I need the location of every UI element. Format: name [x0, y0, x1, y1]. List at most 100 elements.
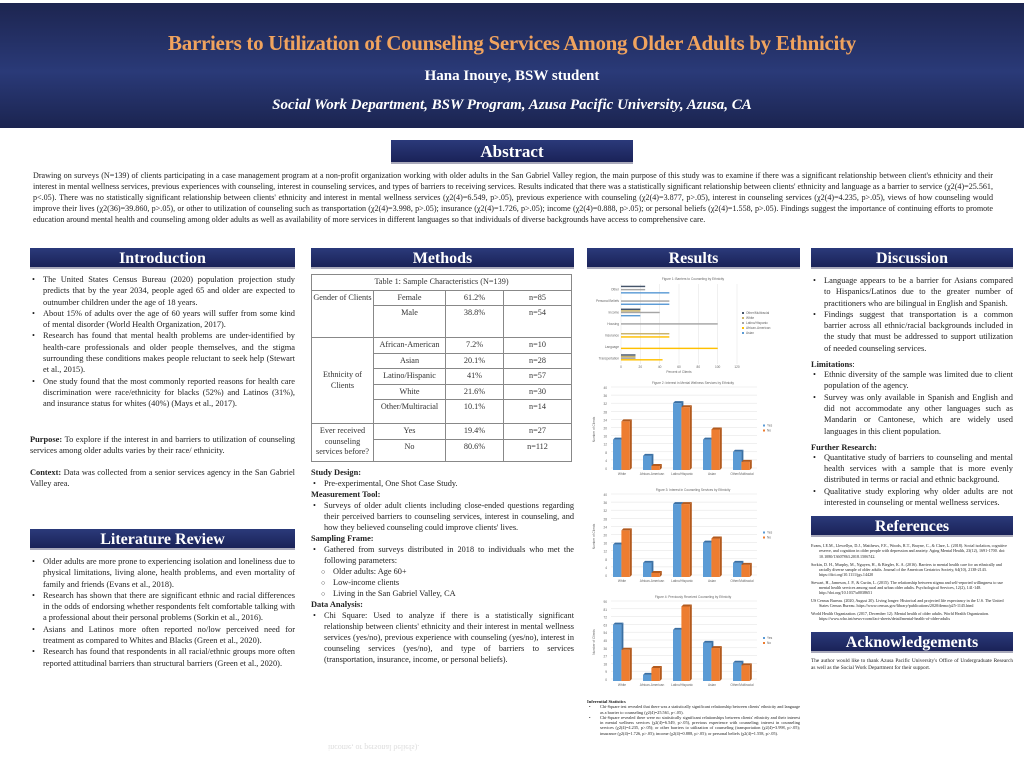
list-item: Gathered from surveys distributed in 201… [311, 544, 574, 566]
limitations-bullets: Ethnic diversity of the sample was limit… [811, 369, 1013, 437]
x-tick-label: African-American [640, 683, 665, 687]
bar [621, 311, 660, 314]
bar-top [621, 528, 632, 531]
bar-side [659, 463, 662, 470]
abstract-heading: Abstract [391, 140, 633, 164]
purpose-text: To explore if the interest in and barrie… [30, 434, 295, 455]
bar [643, 562, 652, 577]
list-item: Qualitative study exploring why older ad… [811, 486, 1013, 509]
x-tick-label: White [618, 579, 626, 583]
legend-label: Asian [746, 331, 754, 335]
purpose-paragraph: Purpose: To explore if the interest in a… [30, 434, 295, 457]
y-tick-label: 0 [605, 574, 607, 578]
y-tick-label: 0 [605, 467, 607, 471]
bar-top [711, 536, 722, 539]
legend-swatch [763, 637, 765, 639]
bar [621, 300, 670, 302]
bar-side [749, 663, 752, 681]
y-tick-label: Transportation [599, 356, 620, 360]
list-item: Research has found that mental health pr… [30, 330, 295, 375]
y-tick-label: 45 [603, 639, 607, 643]
x-tick-label: 20 [639, 365, 643, 369]
context-label: Context: [30, 468, 62, 478]
bar [681, 504, 690, 577]
table-cell: n=27 [503, 423, 572, 440]
x-tick-label: 100 [715, 365, 721, 369]
table-row: White 21.6% n=30 [312, 383, 572, 400]
bar-side [749, 459, 752, 470]
list-item: Chi Square: Used to analyze if there is … [311, 610, 574, 665]
bar-top [651, 570, 662, 573]
bar-side [689, 405, 692, 470]
legend-swatch [763, 424, 765, 427]
table-cell: 19.4% [445, 423, 504, 440]
bar [733, 562, 742, 577]
reference-item: US Census Bureau. (2020, August 20). Liv… [811, 598, 1004, 609]
bar-side [749, 562, 752, 577]
bar-top [681, 604, 692, 607]
list-item: Findings suggest that transportation is … [811, 309, 1013, 354]
table-cell: 20.1% [445, 352, 504, 369]
table-cell: n=30 [503, 383, 572, 400]
chart-title: Figure 4: Previously Received Counseling… [655, 595, 732, 599]
bar-top [643, 560, 654, 563]
legend-label: No [767, 429, 771, 433]
table-caption: Table 1: Sample Characteristics (N=139) [311, 274, 572, 291]
x-tick-label: 40 [658, 365, 662, 369]
figure-3-chart: Figure 3: Interest in Counseling Service… [587, 484, 800, 591]
introduction-heading: Introduction [30, 248, 295, 269]
legend-swatch [742, 312, 744, 314]
bar [643, 674, 652, 681]
legend-label: African-American [746, 326, 771, 330]
bar-top [613, 542, 624, 545]
context-paragraph: Context: Data was collected from a senio… [30, 467, 295, 490]
abstract-text: Drawing on surveys (N=139) of clients pa… [33, 171, 993, 225]
bar [673, 504, 682, 577]
list-item: Research has shown that there are signif… [30, 590, 295, 624]
figure-4-svg: Figure 4: Previously Received Counseling… [592, 595, 773, 687]
bar-top [613, 622, 624, 625]
table-cell: n=10 [503, 337, 572, 354]
bar [621, 323, 718, 325]
y-tick-label: 16 [603, 542, 607, 546]
results-heading: Results [587, 248, 800, 269]
y-tick-label: 54 [603, 631, 607, 635]
list-item: Chi-Square revealed there were no statis… [587, 715, 800, 736]
table-cell: 80.6% [445, 438, 504, 462]
context-text: Data was collected from a senior service… [30, 468, 295, 489]
list-item: Pre-experimental, One Shot Case Study. [311, 478, 574, 489]
table-row: Ever received counseling services before… [311, 423, 572, 462]
legend-label: Other/Multiracial [746, 311, 769, 315]
x-tick-label: Other/Multiracial [730, 683, 753, 687]
table-cell: n=112 [503, 438, 572, 462]
list-item: Asians and Latinos more often reported n… [30, 624, 295, 647]
y-tick-label: 12 [603, 550, 607, 554]
table-cell: African-American [373, 337, 446, 354]
table-row: No 80.6% n=112 [312, 438, 572, 462]
y-tick-label: 27 [603, 655, 607, 659]
bar-side [689, 502, 692, 577]
bar [681, 606, 690, 681]
table-cell: 10.1% [445, 399, 504, 424]
bar [711, 429, 720, 470]
bar [651, 465, 660, 470]
chart-title: Figure 1: Barriers to Counseling by Ethn… [662, 277, 725, 281]
bar-side [659, 570, 662, 577]
table-cell: 38.8% [445, 305, 504, 338]
inferential-label: Inferential Statistics [587, 699, 626, 704]
y-tick-label: 4 [605, 566, 607, 570]
figure-4-chart: Figure 4: Previously Received Counseling… [587, 591, 800, 695]
bar-side [689, 604, 692, 681]
bar [673, 629, 682, 681]
table-cell: 21.6% [445, 383, 504, 400]
bar [621, 292, 670, 294]
legend-label: Yes [767, 636, 773, 640]
list-item: Low-income clients [321, 577, 574, 589]
table-cell: No [373, 438, 446, 462]
x-tick-label: African-American [640, 472, 665, 476]
list-item: Research has found that respondents in a… [30, 646, 295, 669]
poster-title: Barriers to Utilization of Counseling Se… [168, 31, 856, 55]
bar-top [651, 666, 662, 668]
bar [733, 451, 742, 470]
reference-item: Sorkin, D. H., Murphy, M., Nguyen, H., &… [811, 561, 1002, 577]
